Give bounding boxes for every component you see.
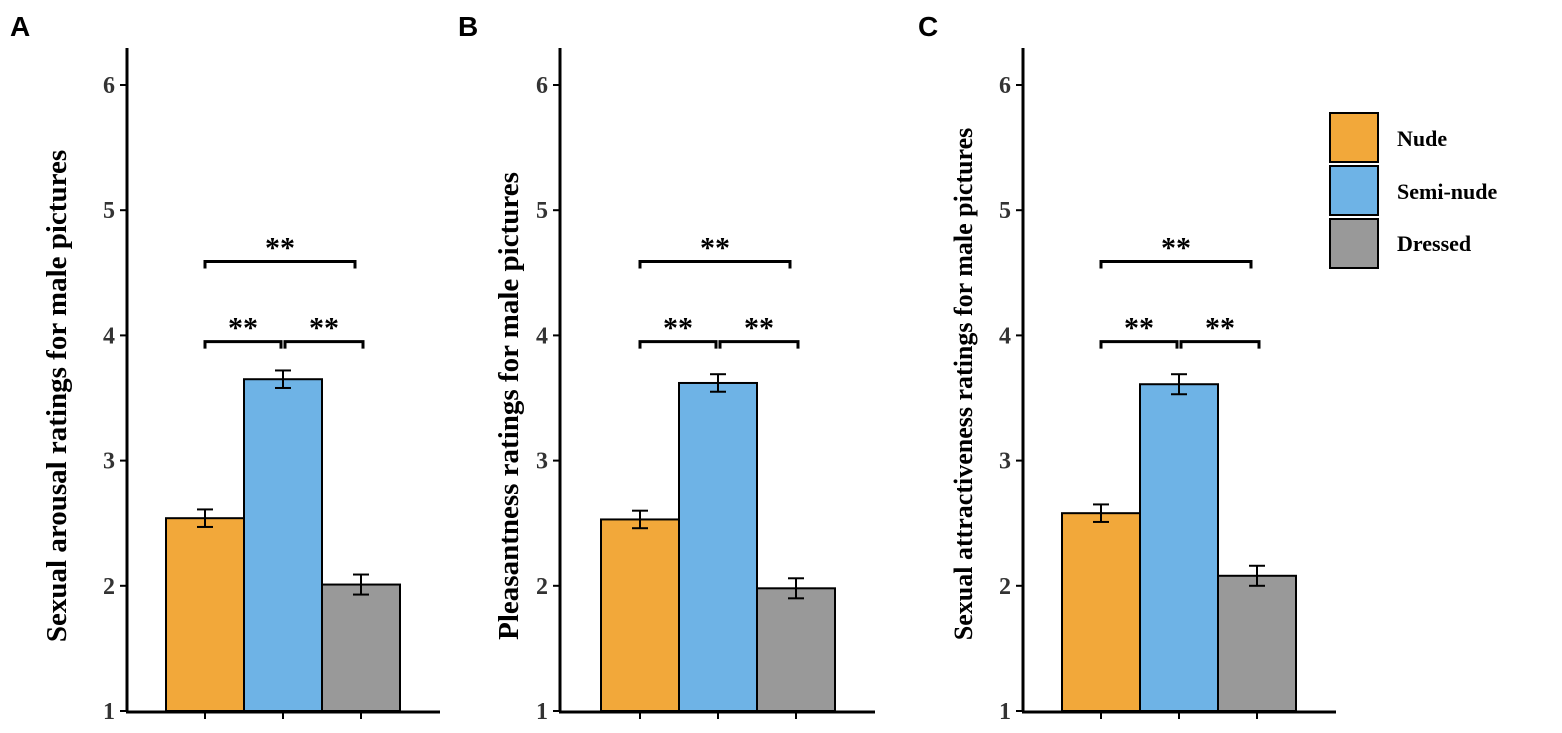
panel-a-bar-dressed <box>321 583 401 712</box>
panel-a-y-tick-label-5: 5 <box>103 198 115 224</box>
panel-a-y-tick-label-3: 3 <box>103 449 115 475</box>
panel-a-y-tick-label-2: 2 <box>103 574 115 600</box>
panel-a-significance-bracket-0-1-label: ** <box>228 312 258 345</box>
panel-c-significance-bracket-1-2-label: ** <box>1205 312 1235 345</box>
legend-label-semi-nude: Semi-nude <box>1397 179 1497 204</box>
panel-a-significance-bracket-0-2 <box>203 260 357 269</box>
panel-b-significance-bracket-0-1 <box>638 340 718 349</box>
panel-b-y-tick-label-4: 4 <box>536 323 548 349</box>
panel-b: B Pleasantness ratings for male pictures… <box>458 11 875 725</box>
panel-a-y-axis-title: Sexual arousal ratings for male pictures <box>41 150 73 642</box>
panel-a-significance-bracket-0-2-label: ** <box>265 232 295 265</box>
panel-a: A Sexual arousal ratings for male pictur… <box>10 11 440 725</box>
panel-b-y-tick-label-6: 6 <box>536 73 548 99</box>
panel-b-bar-nude <box>600 518 680 712</box>
legend-swatch-semi-nude <box>1329 165 1379 216</box>
panel-b-y-tick-label-1: 1 <box>536 699 548 725</box>
legend: Nude Semi-nude Dressed <box>1329 112 1497 269</box>
panel-a-letter: A <box>10 11 30 42</box>
panel-b-y-tick-label-3: 3 <box>536 449 548 475</box>
panel-b-bar-semi-nude <box>678 381 758 712</box>
legend-label-dressed: Dressed <box>1397 231 1471 256</box>
panel-c-y-tick-label-5: 5 <box>999 198 1011 224</box>
panel-b-significance-bracket-0-2-label: ** <box>700 232 730 265</box>
panel-c-y-tick-label-3: 3 <box>999 449 1011 475</box>
panel-c-y-tick-label-2: 2 <box>999 574 1011 600</box>
panel-b-y-axis-title: Pleasantness ratings for male pictures <box>493 172 525 640</box>
panel-c-y-tick-label-6: 6 <box>999 73 1011 99</box>
panel-b-bar-dressed <box>756 587 836 713</box>
panel-c-y-axis-title: Sexual attractiveness ratings for male p… <box>949 128 978 640</box>
panel-c-bar-semi-nude <box>1139 383 1219 712</box>
panel-a-significance-bracket-0-1 <box>203 340 283 349</box>
panel-c-significance-bracket-0-1 <box>1099 340 1179 349</box>
panel-c-letter: C <box>918 11 938 42</box>
panel-c-y-tick-label-1: 1 <box>999 699 1011 725</box>
panel-b-y-tick-label-5: 5 <box>536 198 548 224</box>
legend-label-nude: Nude <box>1397 126 1447 151</box>
panel-c-significance-bracket-1-2 <box>1179 340 1261 349</box>
panel-b-letter: B <box>458 11 478 42</box>
panel-c-significance-bracket-0-1-label: ** <box>1124 312 1154 345</box>
panel-c-significance-bracket-0-2 <box>1099 260 1253 269</box>
panel-c-y-tick-label-4: 4 <box>999 323 1011 349</box>
panel-c-significance-bracket-0-2-label: ** <box>1161 232 1191 265</box>
panel-c: C Sexual attractiveness ratings for male… <box>918 11 1336 725</box>
panel-a-y-tick-label-1: 1 <box>103 699 115 725</box>
panel-b-significance-bracket-1-2-label: ** <box>744 312 774 345</box>
panel-a-bar-semi-nude <box>243 378 323 712</box>
panel-a-significance-bracket-1-2 <box>283 340 365 349</box>
panel-a-significance-bracket-1-2-label: ** <box>309 312 339 345</box>
panel-a-bar-nude <box>165 517 245 713</box>
legend-swatch-dressed <box>1329 218 1379 269</box>
panel-c-bar-dressed <box>1217 574 1297 712</box>
panel-a-y-tick-label-4: 4 <box>103 323 115 349</box>
panel-b-significance-bracket-1-2 <box>718 340 800 349</box>
panel-a-y-tick-label-6: 6 <box>103 73 115 99</box>
panel-b-significance-bracket-0-2 <box>638 260 792 269</box>
panel-c-bar-nude <box>1061 512 1141 713</box>
panel-b-significance-bracket-0-1-label: ** <box>663 312 693 345</box>
panel-b-y-tick-label-2: 2 <box>536 574 548 600</box>
legend-swatch-nude <box>1329 112 1379 163</box>
